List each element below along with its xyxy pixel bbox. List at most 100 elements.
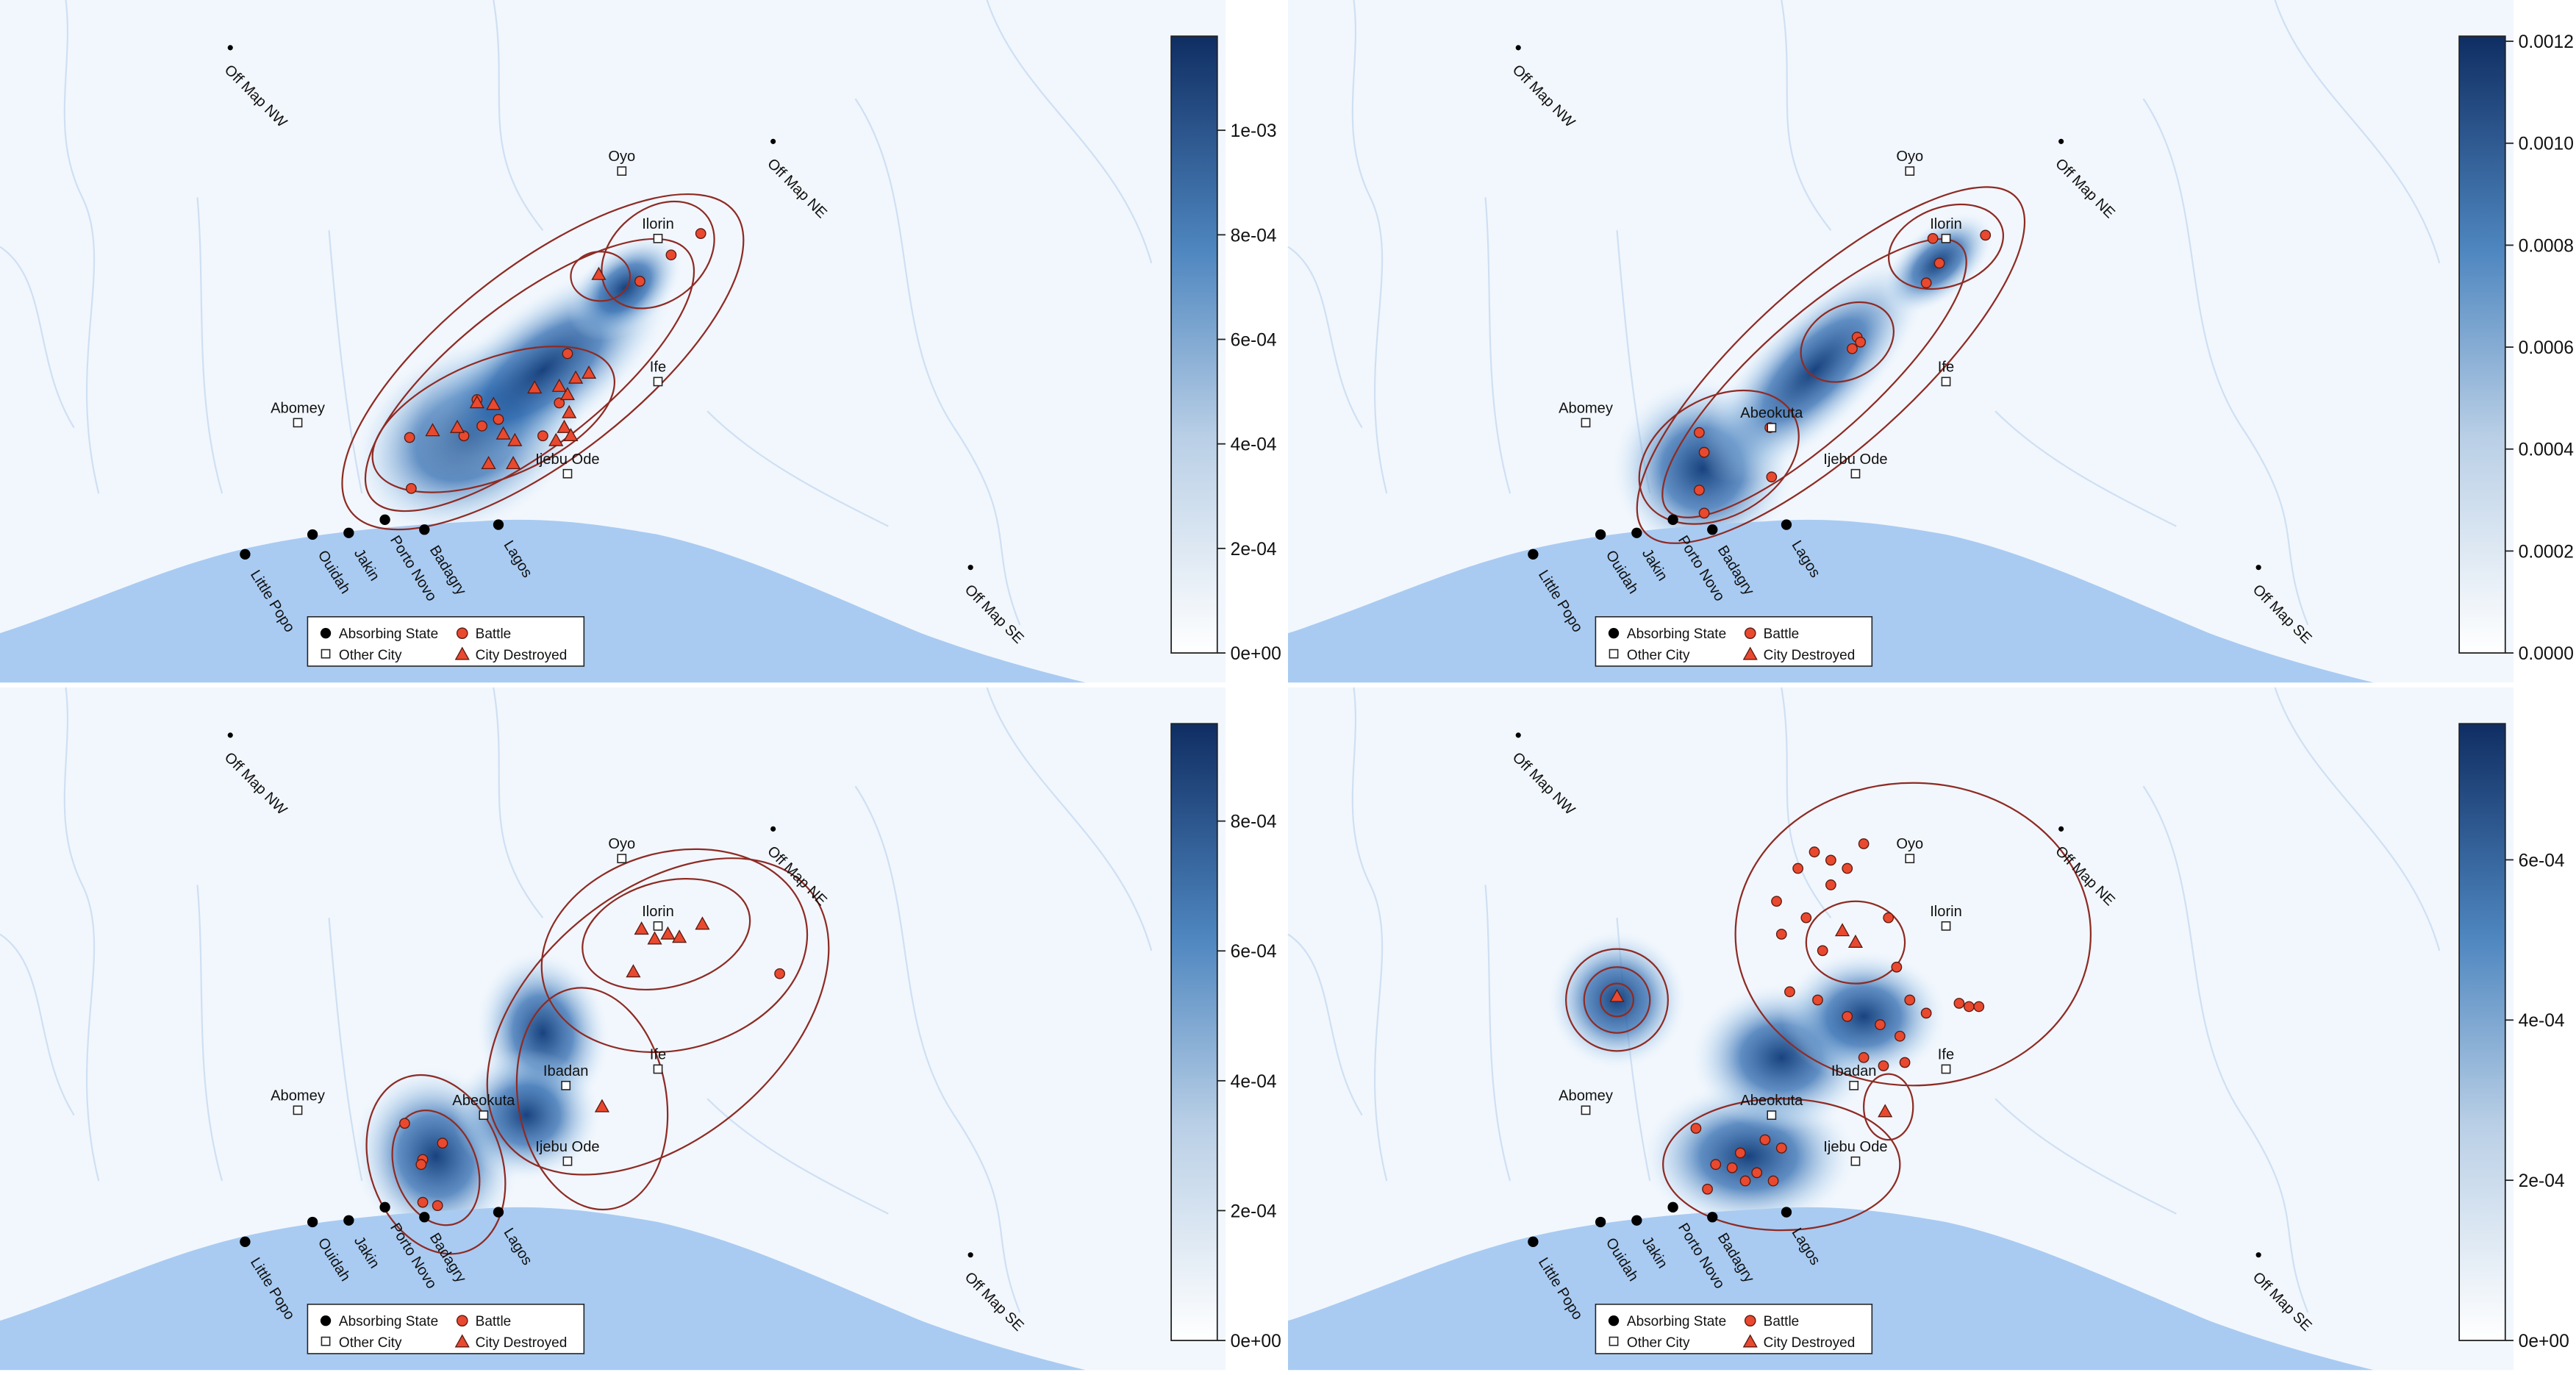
absorbing-state-marker <box>1631 1215 1642 1226</box>
city-label: Ilorin <box>642 216 674 232</box>
river <box>706 410 889 527</box>
battle-marker <box>1920 277 1932 289</box>
river <box>1287 933 1363 1116</box>
absorbing-state-marker <box>240 1236 251 1247</box>
density-contour <box>601 200 715 310</box>
legend-symbol <box>456 1315 468 1327</box>
absorbing-state-marker <box>240 549 251 560</box>
density-contour <box>1863 1073 1914 1141</box>
colorbar-tick-label: 0e+00 <box>2519 1332 2569 1351</box>
battle-marker <box>1800 912 1812 924</box>
battle-marker <box>1734 1147 1746 1159</box>
legend: Absorbing State Other City Battle City Dest… <box>1595 616 1873 667</box>
river <box>854 98 1021 626</box>
battle-marker <box>1726 1162 1738 1174</box>
absorbing-state-marker <box>1667 1201 1678 1212</box>
battle-marker <box>1792 863 1804 874</box>
legend-symbol <box>1609 1336 1619 1346</box>
river <box>63 0 100 494</box>
density-contour <box>341 193 745 531</box>
city-marker <box>293 418 303 428</box>
city-label: Oyo <box>608 836 635 852</box>
density-contour <box>365 1074 507 1255</box>
river <box>196 197 223 494</box>
colorbar-tick-label: 8e-04 <box>1231 226 1277 246</box>
colorbar-tick-label: 2e-04 <box>1231 1201 1277 1221</box>
colorbar-tick-label: 0.0004 <box>2519 440 2574 460</box>
density-contour <box>1805 900 1906 985</box>
battle-marker <box>1927 232 1939 244</box>
density-contour <box>570 251 632 302</box>
river <box>1287 246 1363 429</box>
battle-marker <box>1953 998 1965 1009</box>
city-destroyed-marker <box>548 432 564 446</box>
battle-marker <box>1751 1167 1763 1179</box>
battle-marker <box>458 430 470 442</box>
battle-marker <box>1899 1057 1911 1068</box>
legend-box <box>307 616 585 667</box>
absorbing-state-marker <box>379 1201 390 1212</box>
legend-symbol <box>320 628 332 639</box>
density-contour <box>1888 203 2005 290</box>
city-marker <box>1849 1080 1859 1090</box>
battle-marker <box>1694 426 1705 438</box>
river <box>854 785 1021 1313</box>
legend-label: Absorbing State <box>339 626 438 642</box>
city-label: Abomey <box>1559 400 1614 416</box>
legend-symbol <box>1609 649 1619 659</box>
legend-label: Battle <box>476 1314 512 1329</box>
absorbing-state-marker <box>1595 529 1606 540</box>
off-map-marker <box>770 826 776 832</box>
battle-marker <box>562 348 573 360</box>
battle-marker <box>1767 1175 1779 1187</box>
battle-marker <box>417 1196 429 1208</box>
battle-marker <box>634 276 645 287</box>
river <box>0 933 75 1116</box>
density-contour <box>1662 1098 1901 1232</box>
battle-marker <box>1825 854 1836 866</box>
sea <box>0 1207 1086 1371</box>
legend-box <box>307 1304 585 1354</box>
city-marker <box>293 1105 303 1115</box>
battle-marker <box>1878 1060 1889 1071</box>
battle-marker <box>554 397 565 409</box>
legend-label: Other City <box>339 1335 402 1351</box>
city-label: Ife <box>650 1047 666 1063</box>
density-contour <box>1565 948 1669 1052</box>
off-map-marker <box>227 45 233 51</box>
colorbar-tick-label: 0e+00 <box>1231 1332 1281 1351</box>
colorbar <box>2458 35 2506 654</box>
city-destroyed-marker <box>660 926 676 940</box>
city-marker <box>562 468 573 479</box>
city-label: Oyo <box>1896 149 1923 165</box>
city-label: Abomey <box>271 400 326 416</box>
river <box>1994 410 2177 527</box>
battle-marker <box>404 432 415 443</box>
river <box>1351 687 1388 1182</box>
city-destroyed-marker <box>495 426 511 440</box>
battle-marker <box>1933 257 1945 269</box>
city-marker <box>561 1080 571 1090</box>
city-destroyed-marker <box>581 365 597 379</box>
off-map-marker <box>770 138 776 144</box>
density-contour <box>486 857 830 1176</box>
city-label: Abomey <box>1559 1088 1614 1104</box>
colorbar-tick-label: 4e-04 <box>1231 1072 1277 1092</box>
legend-symbol <box>320 1315 332 1326</box>
legend-label: Absorbing State <box>1627 626 1726 642</box>
river <box>1484 885 1511 1182</box>
city-destroyed-marker <box>559 387 576 401</box>
absorbing-state-marker <box>1707 524 1718 535</box>
legend: Absorbing State Other City Battle City Dest… <box>1595 1304 1873 1354</box>
density-contour <box>364 238 695 512</box>
legend-symbol <box>454 646 470 660</box>
battle-marker <box>1980 229 1992 241</box>
river <box>986 0 1153 264</box>
battle-marker <box>1784 986 1795 998</box>
sea <box>1288 1207 2374 1371</box>
city-destroyed-marker <box>1834 923 1850 937</box>
city-marker <box>1767 423 1777 432</box>
